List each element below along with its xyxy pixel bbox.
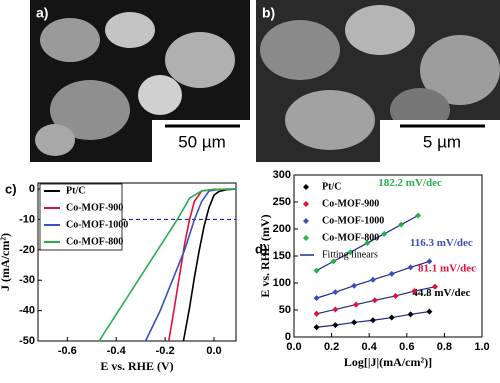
x-tick-label: 0.0 (286, 341, 301, 353)
legend-label: Co-MOF-900 (322, 198, 379, 209)
x-tick-label: 0.8 (437, 341, 452, 353)
data-point (407, 311, 414, 318)
data-point (332, 322, 339, 329)
y-tick-label: 250 (273, 196, 291, 208)
data-point (313, 324, 320, 331)
legend-label: Co-MOF-1000 (66, 219, 128, 230)
data-point (398, 221, 405, 228)
data-point (426, 258, 433, 265)
data-point (432, 283, 438, 290)
data-point (381, 230, 388, 237)
panel-label: c) (5, 181, 17, 196)
x-axis-label: E vs. RHE (V) (100, 359, 173, 373)
panel-label: a) (36, 5, 48, 21)
y-tick-label: -40 (19, 305, 35, 317)
data-point (388, 270, 395, 277)
panel-label: d) (255, 241, 267, 256)
data-point (313, 310, 320, 317)
data-point (351, 319, 358, 326)
data-point (353, 301, 360, 308)
data-point (371, 297, 378, 304)
y-tick-label: 0 (29, 183, 35, 195)
sem-image-a: 50 µm a) (30, 0, 250, 162)
legend-swatch (303, 201, 309, 207)
legend-swatch (303, 184, 309, 190)
slope-label: 182.2 mV/dec (378, 177, 442, 189)
legend-label: Co-MOF-800 (322, 232, 379, 243)
data-point (364, 240, 371, 247)
scale-bar-label: 5 µm (423, 132, 461, 151)
x-axis-label: Log[|J|(mA/cm²)] (344, 355, 432, 369)
y-axis-label: J (mA/cm²) (0, 233, 12, 291)
data-point (313, 267, 320, 274)
plot-frame (37, 182, 237, 342)
legend-swatch (303, 235, 309, 241)
x-tick-label: -0.6 (58, 345, 77, 357)
y-tick-label: -50 (19, 335, 35, 347)
data-point (369, 276, 376, 283)
y-tick-label: -20 (19, 244, 35, 256)
data-point (392, 292, 399, 299)
sem-image-b: 5 µm b) (256, 0, 500, 162)
data-point (369, 317, 376, 324)
data-point (347, 249, 354, 256)
legend-frame (39, 183, 123, 251)
y-tick-label: -30 (19, 274, 35, 286)
data-point (415, 212, 422, 219)
slope-label: 81.1 mV/dec (418, 262, 476, 274)
data-point (411, 288, 418, 295)
data-point (351, 282, 358, 289)
data-line (98, 188, 237, 342)
data-point (330, 258, 337, 265)
y-tick-label: 0 (285, 331, 291, 343)
y-tick-label: 100 (273, 277, 291, 289)
data-line (182, 188, 237, 342)
legend-label: Co-MOF-1000 (322, 215, 384, 226)
legend-label: Fitting linears (322, 249, 378, 260)
x-tick-label: 0.0 (206, 345, 221, 357)
data-point (388, 314, 395, 321)
legend-label: Pt/C (66, 185, 85, 196)
x-tick-label: 0.6 (399, 341, 414, 353)
y-axis-label: E vs. RHE (mV) (258, 214, 272, 297)
x-tick-label: -0.4 (107, 345, 127, 357)
y-tick-label: 200 (273, 223, 291, 235)
legend-label: Pt/C (322, 181, 341, 192)
data-point (407, 264, 414, 271)
legend-label: Co-MOF-900 (66, 202, 123, 213)
slope-label: 44.8 mV/dec (412, 287, 470, 299)
data-point (313, 295, 320, 302)
data-point (426, 308, 433, 315)
x-tick-label: 1.0 (474, 341, 489, 353)
y-tick-label: 150 (273, 250, 291, 262)
scale-bar-label: 50 µm (178, 132, 226, 151)
data-point (332, 289, 339, 296)
x-tick-label: -0.2 (156, 345, 175, 357)
x-tick-label: 0.4 (362, 341, 378, 353)
legend-label: Co-MOF-800 (66, 236, 123, 247)
y-tick-label: 50 (279, 304, 291, 316)
x-tick-label: 0.2 (324, 341, 339, 353)
y-tick-label: -10 (19, 213, 35, 225)
data-point (332, 306, 339, 313)
panel-label: b) (262, 5, 275, 21)
legend-swatch (303, 218, 309, 224)
slope-label: 116.3 mV/dec (410, 237, 473, 249)
y-tick-label: 300 (273, 169, 291, 181)
